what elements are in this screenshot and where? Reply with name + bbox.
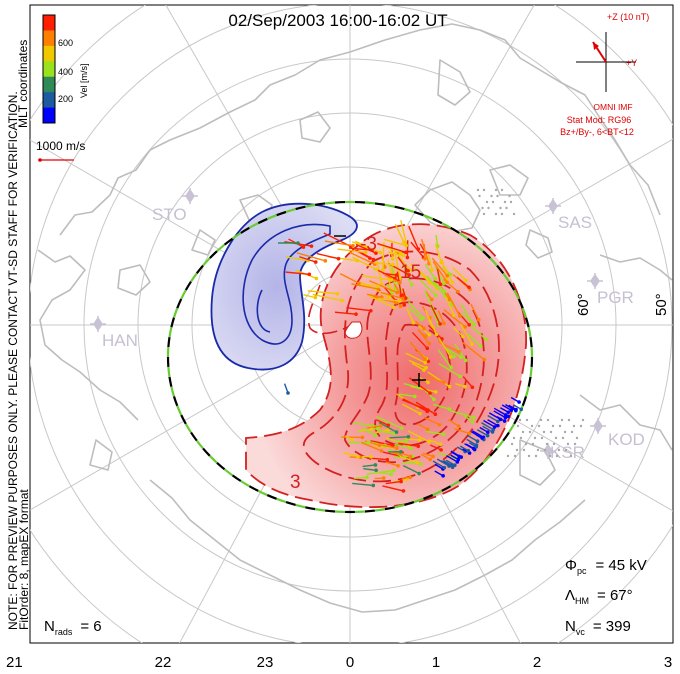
mlt-tick-1: 1 bbox=[432, 654, 440, 671]
colorbar-block bbox=[43, 61, 55, 78]
colorbar-block bbox=[43, 30, 55, 47]
phi-pc-stat: Φpc = 45 kV bbox=[565, 557, 647, 576]
mlt-tick-22: 22 bbox=[155, 654, 172, 671]
velocity-colorbar: 600 400 200 Vel [m/s] bbox=[42, 14, 89, 124]
mlt-tick-2: 2 bbox=[533, 654, 541, 671]
page-title: 02/Sep/2003 16:00-16:02 UT bbox=[228, 11, 447, 30]
colorbar-block bbox=[43, 15, 55, 31]
positive-convection-cell bbox=[245, 223, 527, 509]
imf-clock-dial: +Z (10 nT) +Y OMNI IMF Stat Mod: RG96 Bz… bbox=[560, 12, 649, 137]
potential-extrema bbox=[334, 235, 426, 387]
fit-order-label: FitOrder: 8, mapEX format bbox=[17, 489, 31, 630]
colorbar-label: Vel [m/s] bbox=[79, 63, 89, 98]
velocity-scale: 1000 m/s bbox=[36, 139, 85, 162]
colorbar-tick-200: 200 bbox=[58, 94, 73, 104]
velocity-scale-label: 1000 m/s bbox=[36, 139, 85, 153]
station-label-sto: STO bbox=[152, 205, 187, 224]
fit-statistics: Φpc = 45 kV ΛHM = 67° Nvc = 399 Nrads = 6 bbox=[44, 557, 647, 637]
colorbar-block bbox=[43, 45, 55, 62]
colorbar-tick-600: 600 bbox=[58, 38, 73, 48]
nrads-stat: Nrads = 6 bbox=[44, 618, 102, 637]
heppner-maynard-boundary bbox=[166, 200, 534, 514]
mlt-tick-23: 23 bbox=[257, 654, 274, 671]
colorbar-block bbox=[43, 107, 55, 124]
lambda-hm-stat: ΛHM = 67° bbox=[565, 587, 633, 606]
imf-stat-mod-label: Stat Mod: RG96 bbox=[567, 115, 632, 125]
negative-convection-cell bbox=[210, 202, 358, 371]
coordinate-system-label: MLT coordinates bbox=[16, 40, 30, 128]
low-velocity-cells bbox=[476, 188, 585, 458]
contour-labels: -3 15 3 bbox=[290, 234, 421, 493]
mlt-tick-21: 21 bbox=[6, 654, 23, 671]
station-label-pgr: PGR bbox=[597, 288, 634, 307]
mlt-tick-0: 0 bbox=[346, 654, 354, 671]
colorbar-block bbox=[43, 92, 55, 108]
preview-notice: NOTE: FOR PREVIEW PURPOSES ONLY. PLEASE … bbox=[6, 91, 20, 630]
station-labels: STO SAS PGR HAN KOD KSR bbox=[102, 205, 645, 462]
imf-by-label: +Y bbox=[626, 58, 637, 68]
latitude-label-60: 60° bbox=[575, 293, 592, 316]
colorbar-block bbox=[43, 76, 55, 93]
imf-bz-label: +Z (10 nT) bbox=[607, 12, 649, 22]
imf-condition-label: Bz+/By-, 6<BT<12 bbox=[560, 127, 634, 137]
station-label-sas: SAS bbox=[558, 213, 592, 232]
station-label-ksr: KSR bbox=[550, 443, 585, 462]
mlt-tick-3: 3 bbox=[664, 654, 672, 671]
potential-max-marker bbox=[412, 373, 426, 387]
latitude-label-50: 50° bbox=[653, 293, 670, 316]
station-label-han: HAN bbox=[102, 331, 138, 350]
latitude-labels: 60° 50° bbox=[575, 293, 670, 316]
imf-source-label: OMNI IMF bbox=[593, 102, 632, 112]
mlt-axis: 21 22 23 0 1 2 3 bbox=[6, 654, 672, 671]
contour-label-neg: -3 bbox=[360, 234, 377, 255]
nvc-stat: Nvc = 399 bbox=[565, 618, 631, 637]
velocity-vectors bbox=[278, 220, 524, 493]
contour-label-mid: 15 bbox=[400, 262, 421, 283]
station-label-kod: KOD bbox=[608, 430, 645, 449]
contour-label-low: 3 bbox=[290, 472, 301, 493]
colorbar-tick-400: 400 bbox=[58, 67, 73, 77]
coastlines bbox=[37, 23, 673, 613]
